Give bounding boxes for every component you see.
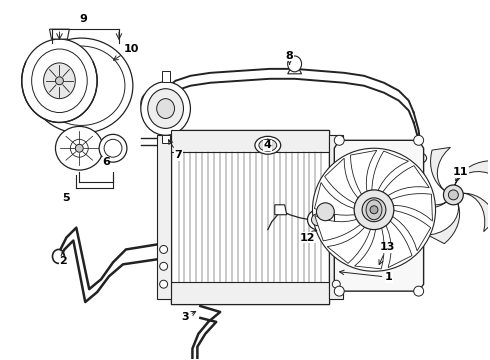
Ellipse shape bbox=[55, 126, 103, 170]
Circle shape bbox=[414, 135, 424, 145]
Polygon shape bbox=[329, 135, 343, 299]
Ellipse shape bbox=[255, 136, 281, 154]
Polygon shape bbox=[157, 135, 171, 299]
Circle shape bbox=[308, 210, 327, 230]
Circle shape bbox=[334, 135, 344, 145]
Polygon shape bbox=[315, 183, 360, 215]
Ellipse shape bbox=[38, 46, 125, 125]
Text: 11: 11 bbox=[453, 167, 468, 180]
Ellipse shape bbox=[288, 56, 301, 72]
Polygon shape bbox=[463, 193, 490, 231]
Text: 10: 10 bbox=[114, 44, 139, 60]
Polygon shape bbox=[162, 71, 170, 82]
Circle shape bbox=[370, 206, 378, 214]
Circle shape bbox=[448, 190, 458, 200]
Circle shape bbox=[317, 203, 334, 221]
Polygon shape bbox=[455, 161, 490, 185]
Circle shape bbox=[75, 144, 83, 152]
Polygon shape bbox=[49, 29, 70, 39]
Text: 7: 7 bbox=[169, 140, 182, 160]
Polygon shape bbox=[387, 194, 433, 221]
Ellipse shape bbox=[141, 82, 191, 135]
Ellipse shape bbox=[366, 200, 382, 220]
Polygon shape bbox=[431, 147, 450, 190]
Ellipse shape bbox=[30, 38, 133, 133]
Polygon shape bbox=[288, 61, 301, 74]
Circle shape bbox=[334, 286, 344, 296]
Text: 5: 5 bbox=[63, 193, 70, 203]
Polygon shape bbox=[275, 205, 287, 215]
Polygon shape bbox=[315, 216, 364, 241]
Circle shape bbox=[160, 262, 168, 270]
Ellipse shape bbox=[157, 99, 174, 118]
Polygon shape bbox=[171, 130, 329, 304]
Polygon shape bbox=[327, 223, 372, 264]
Circle shape bbox=[313, 148, 436, 271]
Polygon shape bbox=[372, 151, 409, 195]
Polygon shape bbox=[380, 166, 429, 199]
Ellipse shape bbox=[22, 39, 97, 122]
Ellipse shape bbox=[99, 134, 127, 162]
Polygon shape bbox=[404, 183, 446, 208]
Circle shape bbox=[55, 77, 63, 85]
Ellipse shape bbox=[32, 49, 87, 113]
Ellipse shape bbox=[264, 142, 272, 148]
Polygon shape bbox=[324, 158, 362, 206]
Polygon shape bbox=[355, 223, 384, 269]
Polygon shape bbox=[171, 130, 329, 152]
Text: 3: 3 bbox=[182, 311, 196, 322]
Ellipse shape bbox=[141, 93, 157, 114]
Text: 8: 8 bbox=[286, 51, 294, 64]
Text: 2: 2 bbox=[60, 253, 67, 266]
Circle shape bbox=[362, 198, 386, 222]
Polygon shape bbox=[350, 150, 377, 198]
Circle shape bbox=[312, 214, 323, 226]
Text: 9: 9 bbox=[79, 14, 87, 24]
Polygon shape bbox=[428, 204, 460, 244]
Polygon shape bbox=[171, 282, 329, 304]
Circle shape bbox=[160, 280, 168, 288]
Polygon shape bbox=[334, 140, 424, 291]
Text: 4: 4 bbox=[264, 139, 272, 150]
Text: 6: 6 bbox=[102, 157, 110, 167]
Polygon shape bbox=[149, 93, 161, 114]
Ellipse shape bbox=[52, 249, 64, 264]
Ellipse shape bbox=[44, 63, 75, 99]
Ellipse shape bbox=[415, 153, 427, 163]
Polygon shape bbox=[384, 218, 412, 267]
Text: 1: 1 bbox=[340, 270, 393, 282]
Text: 12: 12 bbox=[300, 230, 317, 243]
Circle shape bbox=[414, 286, 424, 296]
Polygon shape bbox=[318, 198, 334, 225]
Circle shape bbox=[354, 190, 394, 230]
Ellipse shape bbox=[259, 139, 277, 151]
Circle shape bbox=[160, 246, 168, 253]
Circle shape bbox=[332, 280, 340, 288]
Text: 13: 13 bbox=[379, 243, 394, 265]
Polygon shape bbox=[162, 135, 170, 143]
Circle shape bbox=[443, 185, 464, 205]
Ellipse shape bbox=[148, 89, 183, 129]
Polygon shape bbox=[388, 210, 431, 251]
